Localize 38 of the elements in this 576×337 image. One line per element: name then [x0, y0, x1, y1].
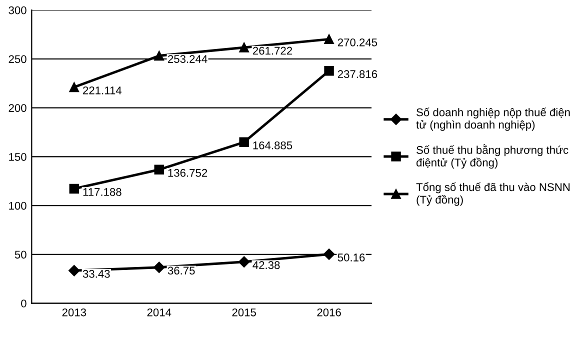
data-label: 237.816 — [338, 70, 378, 78]
data-label: 221.114 — [83, 86, 122, 94]
point — [154, 262, 165, 273]
y-tick-label: 250 — [8, 55, 26, 64]
point — [69, 82, 80, 92]
y-tick-label: 150 — [9, 152, 26, 161]
data-label: 50.16 — [338, 254, 365, 262]
y-tick-label: 50 — [14, 250, 26, 259]
point — [69, 184, 80, 194]
y-tick-label: 300 — [8, 6, 26, 14]
x-tick-label: 2015 — [232, 308, 256, 316]
x-tick-label: 2014 — [147, 308, 172, 316]
data-label: 253.244 — [168, 55, 208, 63]
point — [68, 265, 80, 276]
y-tick-label: 200 — [8, 104, 26, 112]
data-label: 261.722 — [252, 46, 292, 55]
y-tick-label: 100 — [9, 202, 26, 210]
point — [323, 248, 335, 260]
point — [324, 66, 334, 76]
data-label: 36.75 — [168, 266, 195, 275]
data-label: 270.245 — [338, 38, 378, 46]
legend-label: Số doanh nghiệp nộp thuế điện tử (nghìn doanh nghiệp) — [416, 108, 570, 131]
point — [154, 50, 164, 61]
data-label: 164.885 — [253, 141, 292, 150]
point — [324, 34, 334, 44]
legend-label: Tổng số thuế đã thu vào NSNN (Tỷ đồng) — [416, 182, 570, 206]
point — [239, 42, 249, 52]
data-label: 42.38 — [252, 261, 280, 270]
data-label: 117.188 — [83, 188, 122, 196]
legend-label: Số thuế thu bằng phương thức điệntử (Tỷ đồng) — [416, 144, 568, 169]
point — [239, 137, 249, 148]
y-tick-label: 0 — [21, 300, 26, 308]
x-tick-label: 2013 — [62, 308, 86, 316]
x-tick-label: 2016 — [317, 308, 341, 316]
point — [154, 164, 164, 175]
data-label: 136.752 — [168, 168, 208, 177]
point — [238, 256, 250, 268]
data-label: 33.43 — [82, 270, 110, 278]
